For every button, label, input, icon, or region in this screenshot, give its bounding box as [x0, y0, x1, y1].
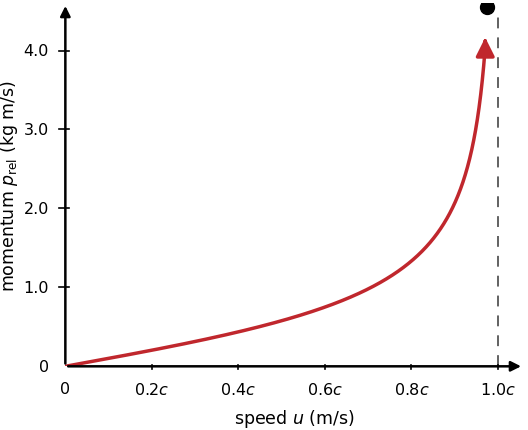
- Text: momentum $p_{\rm rel}$ (kg m/s): momentum $p_{\rm rel}$ (kg m/s): [0, 80, 20, 291]
- Text: 0.8$c$: 0.8$c$: [393, 381, 429, 396]
- Text: 2.0: 2.0: [24, 202, 49, 216]
- Text: 4.0: 4.0: [24, 44, 49, 59]
- Text: 1.0: 1.0: [23, 280, 49, 295]
- Text: 3.0: 3.0: [24, 123, 49, 138]
- Text: 0.2$c$: 0.2$c$: [134, 381, 169, 396]
- Text: 1.0$c$: 1.0$c$: [480, 381, 516, 396]
- Text: 0: 0: [60, 381, 70, 396]
- Text: 0.6$c$: 0.6$c$: [307, 381, 343, 396]
- Text: speed $u$ (m/s): speed $u$ (m/s): [234, 407, 355, 430]
- Text: 0.4$c$: 0.4$c$: [220, 381, 257, 396]
- Text: 0: 0: [39, 359, 49, 374]
